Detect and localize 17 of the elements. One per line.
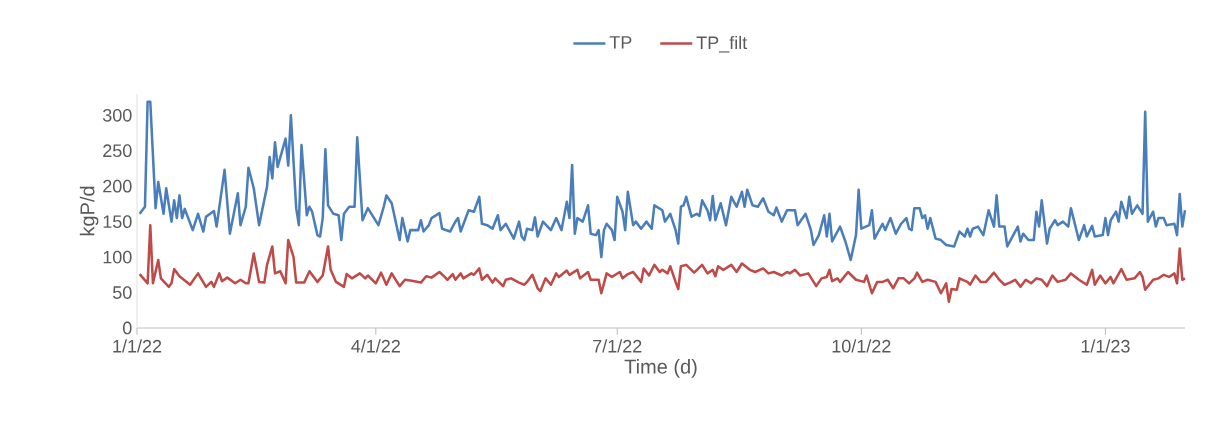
legend-label: TP (609, 36, 632, 49)
x-tick-label: 1/1/22 (113, 339, 162, 353)
y-tick-label: 200 (103, 179, 132, 193)
x-tick-label: 1/1/23 (1081, 339, 1130, 353)
x-tick-label: 7/1/22 (593, 339, 642, 353)
x-tick-label: 10/1/22 (832, 339, 891, 353)
y-axis-title: kgP/d (79, 186, 99, 236)
x-axis-title: Time (d) (624, 359, 697, 378)
y-tick-label: 100 (103, 250, 132, 264)
y-tick-label: 50 (112, 286, 132, 299)
y-tick-label: 150 (103, 215, 132, 228)
line-series (138, 223, 1187, 304)
y-tick-label: 300 (102, 108, 132, 122)
x-tick-label: 4/1/22 (351, 339, 400, 353)
y-tick-label: 250 (103, 144, 132, 158)
y-tick-label: 0 (123, 321, 132, 335)
legend-label: TP_filt (696, 35, 748, 53)
